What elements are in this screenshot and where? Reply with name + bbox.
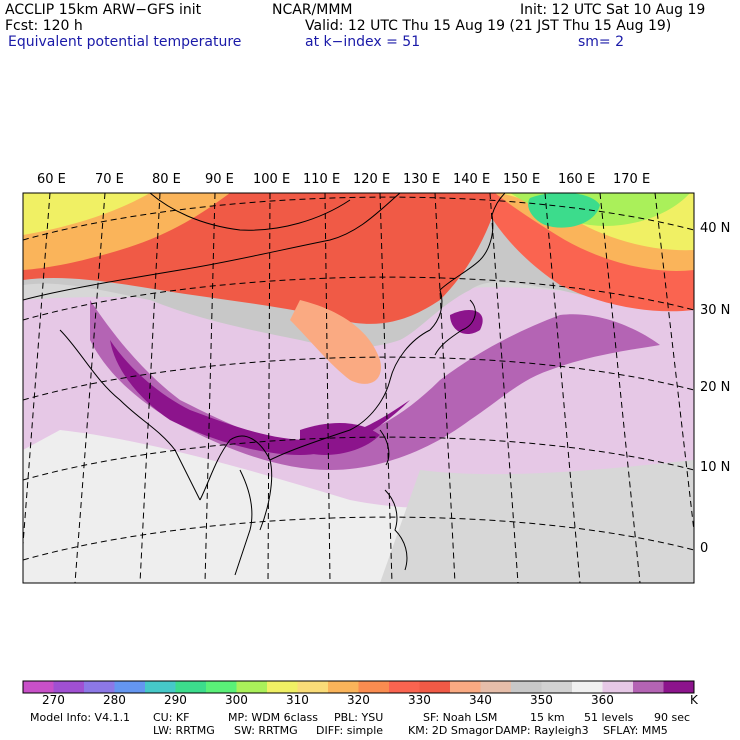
colorbar-swatch: [267, 681, 298, 693]
footer-timestep: 90 sec: [654, 711, 691, 724]
colorbar-swatch: [114, 681, 146, 693]
valid-time: Valid: 12 UTC Thu 15 Aug 19 (21 JST Thu …: [305, 18, 672, 34]
colorbar-swatch: [419, 681, 451, 693]
map-field: [23, 193, 694, 583]
colorbar-swatch: [572, 681, 603, 693]
lon-label: 130 E: [403, 172, 441, 187]
colorbar-tick-label: 290: [164, 693, 187, 707]
map-frame: [22, 192, 695, 584]
colorbar-swatch: [602, 681, 634, 693]
lon-label: 150 E: [503, 172, 541, 187]
colorbar-swatch: [175, 681, 207, 693]
colorbar-tick-label: 360: [591, 693, 614, 707]
colorbar-frame: [22, 680, 695, 694]
footer-pbl: PBL: YSU: [334, 711, 384, 724]
variable-name: Equivalent potential temperature: [8, 34, 242, 50]
lon-label: 160 E: [558, 172, 596, 187]
colorbar-swatch: [389, 681, 420, 693]
model-title: ACCLIP 15km ARW−GFS init: [5, 2, 202, 18]
footer-damp: DAMP: Rayleigh3: [495, 724, 589, 737]
lon-label: 60 E: [37, 172, 66, 187]
init-time: Init: 12 UTC Sat 10 Aug 19: [520, 2, 706, 18]
forecast-hour: Fcst: 120 h: [5, 18, 83, 34]
colorbar-swatch: [633, 681, 664, 693]
lon-label: 90 E: [205, 172, 234, 187]
smoothing: sm= 2: [578, 34, 625, 50]
colorbar-swatch: [450, 681, 481, 693]
center-label: NCAR/MMM: [272, 2, 353, 18]
lon-label: 170 E: [613, 172, 651, 187]
color-bar: [22, 680, 695, 694]
footer-levels: 51 levels: [584, 711, 634, 724]
lat-label: 20 N: [700, 380, 731, 395]
level-index: at k−index = 51: [305, 34, 421, 50]
colorbar-swatch: [358, 681, 390, 693]
colorbar-swatch: [511, 681, 542, 693]
colorbar-unit: K: [690, 693, 698, 707]
footer-lw: LW: RRTMG: [153, 724, 215, 737]
colorbar-swatch: [53, 681, 85, 693]
colorbar-swatch: [663, 681, 695, 693]
colorbar-tick-label: 340: [469, 693, 492, 707]
colorbar-swatch: [236, 681, 268, 693]
colorbar-tick-label: 330: [408, 693, 431, 707]
footer-km: KM: 2D Smagor: [408, 724, 494, 737]
footer-model-info: Model Info: V4.1.1: [30, 711, 131, 724]
lon-label: 140 E: [453, 172, 491, 187]
lon-label: 100 E: [253, 172, 291, 187]
colorbar-swatch: [206, 681, 237, 693]
colorbar-tick-label: 350: [530, 693, 553, 707]
colorbar-swatch: [145, 681, 176, 693]
lon-label: 80 E: [152, 172, 181, 187]
footer-resolution: 15 km: [530, 711, 565, 724]
lon-label: 110 E: [303, 172, 341, 187]
lon-label: 70 E: [95, 172, 124, 187]
colorbar-tick-label: 300: [225, 693, 248, 707]
colorbar-swatch: [480, 681, 512, 693]
colorbar-swatch: [84, 681, 115, 693]
lat-label: 40 N: [700, 221, 731, 236]
footer-cu: CU: KF: [153, 711, 190, 724]
footer-sf: SF: Noah LSM: [423, 711, 498, 724]
lon-label: 120 E: [353, 172, 391, 187]
lat-label: 0: [700, 541, 709, 556]
colorbar-swatch: [297, 681, 329, 693]
footer-mp: MP: WDM 6class: [228, 711, 318, 724]
colorbar-swatch: [541, 681, 573, 693]
colorbar-tick-label: 280: [103, 693, 126, 707]
lat-label: 30 N: [700, 303, 731, 318]
colorbar-tick-label: 320: [347, 693, 370, 707]
footer-sflay: SFLAY: MM5: [603, 724, 668, 737]
colorbar-swatch: [328, 681, 359, 693]
footer-sw: SW: RRTMG: [234, 724, 298, 737]
colorbar-swatch: [23, 681, 54, 693]
lat-label: 10 N: [700, 460, 731, 475]
colorbar-tick-label: 310: [286, 693, 309, 707]
colorbar-tick-label: 270: [42, 693, 65, 707]
footer-diff: DIFF: simple: [316, 724, 384, 737]
